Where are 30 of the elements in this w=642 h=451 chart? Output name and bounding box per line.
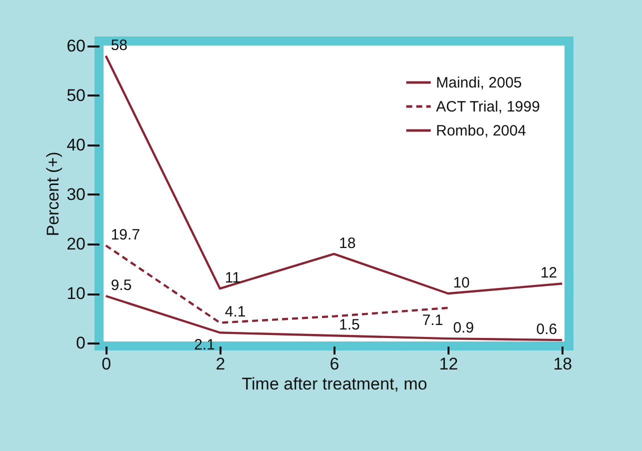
data-label: 4.1 <box>224 304 246 321</box>
legend-label: Maindi, 2005 <box>436 74 522 92</box>
data-label: 9.5 <box>110 276 132 294</box>
data-label: 10 <box>453 274 470 292</box>
data-label: 11 <box>224 270 240 287</box>
data-label: 7.1 <box>422 312 444 329</box>
y-tick-label: 40 <box>66 135 86 154</box>
x-tick-label: 6 <box>330 354 340 374</box>
data-label: 1.5 <box>339 316 360 334</box>
data-label: 2.1 <box>194 336 215 354</box>
y-tick-label: 10 <box>66 284 86 304</box>
y-tick-label: 30 <box>66 184 86 204</box>
data-label: 12 <box>540 264 558 282</box>
data-label: 19.7 <box>110 226 140 244</box>
x-axis-title: Time after treatment, mo <box>242 374 428 394</box>
x-tick-label: 2 <box>216 354 226 374</box>
y-axis-title: Percent (+) <box>44 152 63 236</box>
data-label: 0.9 <box>453 320 474 337</box>
y-tick-label: 0 <box>76 334 86 353</box>
line-series <box>104 54 564 295</box>
data-label: 18 <box>339 234 356 252</box>
x-tick-label: 18 <box>553 354 572 374</box>
x-tick-label: 12 <box>439 354 458 374</box>
x-tick-label: 0 <box>102 354 112 374</box>
legend-label: ACT Trial, 1999 <box>436 98 540 116</box>
y-tick-label: 50 <box>66 86 86 105</box>
y-tick-label: 60 <box>66 36 86 56</box>
y-tick-label: 20 <box>66 234 86 254</box>
data-label: 0.6 <box>536 321 558 338</box>
legend-label: Rombo, 2004 <box>436 122 526 140</box>
